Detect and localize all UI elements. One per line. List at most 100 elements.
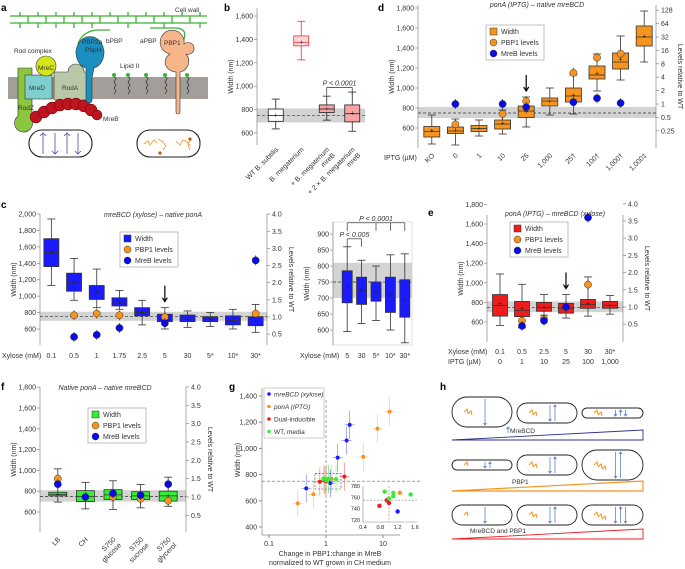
mean-marker: +: [72, 280, 76, 287]
chart-title: ponA (IPTG) – mreBCD (xylose): [504, 211, 605, 218]
legend-label: Dual-inducible: [274, 417, 316, 424]
legend-label: MreB levels: [103, 434, 140, 441]
x-tick-label-line: 1,000‡: [629, 152, 649, 172]
y-tick-label: 1,200: [18, 447, 36, 454]
arrows-diffusive: [143, 138, 192, 151]
pbp1-level-marker: [569, 69, 578, 77]
panel-label-e: e: [428, 208, 434, 219]
y2-tick-label: 0.5: [272, 332, 282, 339]
y-tick-label: 1,600: [18, 406, 36, 413]
y-tick-label: 600: [24, 327, 36, 334]
data-point: [347, 422, 352, 427]
legend-swatch-width: [489, 27, 498, 36]
legend-label: Width: [135, 236, 153, 243]
y-tick-label: 1,400: [18, 261, 36, 268]
panel-c-chart: 600 800 1,000 1,200 1,400 1,600 1,800 2,000 Widt…: [2, 212, 294, 360]
mreb-level-marker: [584, 213, 592, 222]
cell-diffusive-motion: [136, 129, 201, 158]
mean-marker: +: [524, 109, 528, 116]
box: [293, 35, 310, 47]
mreb-arrow-icon: [613, 410, 618, 417]
x-tick-label: 5*: [373, 353, 380, 360]
mreb-level-marker: [562, 303, 570, 311]
mean-marker: +: [498, 301, 502, 308]
y-tick-label: 600: [245, 498, 257, 505]
box-8: +: [612, 35, 629, 81]
mreb-level-marker: [569, 98, 578, 107]
y-tick-label: 600: [24, 510, 36, 517]
legend-swatch-width: [123, 234, 132, 243]
x-tick-label: 10: [379, 541, 387, 548]
box: [134, 307, 151, 317]
panel-label-b: b: [224, 3, 230, 14]
box-6: +: [179, 310, 196, 328]
pbp1-level-marker: [70, 311, 78, 320]
data-point: [324, 478, 328, 483]
y-tick-label: 800: [471, 300, 483, 307]
x-tick-label: 0.5: [69, 353, 79, 360]
mreb-arrow-icon: [553, 506, 557, 523]
mean-marker: +: [595, 71, 599, 78]
label-mred: MreD: [29, 85, 45, 92]
y-tick-label: 1,000: [239, 446, 257, 453]
mean-marker: +: [501, 121, 505, 128]
data-point: [361, 454, 366, 459]
y-tick-label: 1,600: [18, 244, 36, 251]
roda-shape: [53, 63, 91, 101]
box: [494, 119, 512, 130]
mred-shape: [24, 74, 53, 100]
cell: [516, 402, 578, 424]
x2-tick-label: 100: [582, 359, 594, 366]
y2-tick-label: 2.0: [628, 270, 638, 277]
legend-swatch-width: [513, 224, 522, 233]
mrec-shape: [35, 55, 57, 77]
x-tick-label: 5: [163, 353, 167, 360]
x-tick-label: + 2 × B. megateriummreB: [307, 146, 363, 202]
x-tick-label: 30: [184, 353, 192, 360]
pbp1-level-marker: [164, 496, 173, 505]
pbp1-icon: [528, 409, 534, 415]
x-tick-label: 0.1: [46, 353, 56, 360]
legend: Width PBP1 levels MreB levels: [119, 231, 179, 268]
y-tick-label: 1,600: [396, 26, 414, 33]
mreb-level-marker: [136, 491, 145, 500]
y2-axis-label: Levels relative to WT: [287, 247, 294, 313]
x-tick-label: 1: [324, 541, 328, 548]
y-axis-label: Width (nm): [228, 59, 235, 93]
mreb-arrow-icon: [488, 461, 492, 468]
pbp1-level-marker: [451, 120, 460, 129]
legend-swatch-mreb: [91, 432, 100, 441]
y-tick-label: 1,400: [239, 394, 257, 401]
inset-data-point: [397, 490, 403, 495]
mreb-level-marker: [81, 493, 90, 501]
chart-title: ponA (IPTG) – native mreBCD: [489, 2, 584, 9]
inset-y-tick-label: 740: [351, 507, 360, 513]
box-3: +: [384, 254, 396, 331]
mean-marker: +: [388, 292, 392, 299]
mean-marker: +: [453, 128, 457, 135]
pbp1-icon: [593, 409, 599, 415]
x-axis-label: Xylose (mM): [2, 353, 41, 360]
label-apbp: aPBP: [140, 38, 157, 45]
y-tick-label: 800: [245, 472, 257, 479]
cell: [581, 449, 644, 481]
data-point: [295, 501, 300, 506]
mean-marker: +: [186, 317, 190, 324]
mreb-arrow-icon: [483, 462, 487, 469]
box: [541, 97, 559, 107]
y2-tick-label: 3.5: [628, 219, 638, 226]
mreb-arrow-icon: [618, 409, 623, 416]
x-tick-label: 0.5: [517, 349, 527, 356]
y-axis-label: Width (nm): [235, 443, 242, 477]
mean-marker: +: [477, 126, 481, 133]
pbp1-level-marker: [593, 53, 601, 62]
pbp1-shape: [159, 29, 195, 115]
mrebcd-gradient-wedge: [451, 429, 644, 441]
inset-x-tick-label: 0.8: [376, 525, 384, 531]
x-tick-label: 30*: [250, 353, 261, 360]
y2-tick-label: 32: [661, 35, 669, 42]
legend-label: PBP1 levels: [525, 237, 563, 244]
pbp1-icon: [597, 513, 603, 519]
mreb-level-marker: [53, 480, 62, 489]
legend-swatch-mreb: [489, 49, 498, 58]
